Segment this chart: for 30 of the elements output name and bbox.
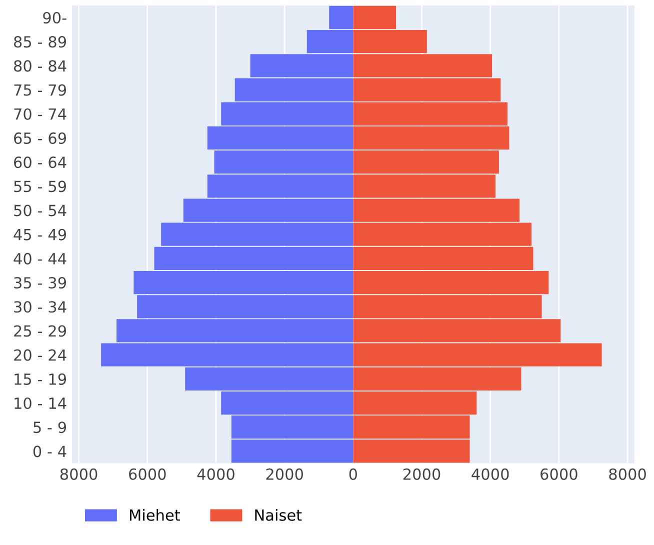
legend-label: Naiset [255,509,302,521]
y-tick-label: 85 - 89 [14,36,66,48]
x-tick-label: 4000 [472,468,509,480]
y-tick-label: 10 - 14 [14,397,66,410]
y-tick-label: 75 - 79 [14,84,66,96]
y-tick-label: 25 - 29 [14,325,66,337]
legend-label: Miehet [130,509,180,521]
x-tick-label: 6000 [129,468,166,480]
x-tick-label: 2000 [266,468,303,480]
y-tick-label: 30 - 34 [14,301,66,313]
y-tick-label: 5 - 9 [34,422,66,434]
y-tick-label: 40 - 44 [14,252,66,264]
x-tick-label: 8000 [609,468,646,480]
x-tick-label: 6000 [540,468,578,480]
y-tick-label: 65 - 69 [14,132,66,144]
y-tick-label: 0 - 4 [33,446,66,458]
x-tick-label: 4000 [197,468,234,480]
x-tick-label: 8000 [60,468,98,480]
y-tick-label: 70 - 74 [14,108,66,120]
y-tick-label: 35 - 39 [14,277,66,289]
y-tick-label: 45 - 49 [14,228,66,240]
y-tick-label: 80 - 84 [14,60,66,72]
y-tick-label: 55 - 59 [14,180,66,192]
y-tick-label: 20 - 24 [14,349,66,361]
y-tick-label: 90- [43,12,66,24]
y-tick-label: 15 - 19 [14,373,66,385]
y-tick-label: 50 - 54 [14,204,66,216]
x-tick-label: 2000 [403,468,440,480]
x-tick-label: 0 [349,468,358,480]
y-tick-label: 60 - 64 [14,156,66,168]
